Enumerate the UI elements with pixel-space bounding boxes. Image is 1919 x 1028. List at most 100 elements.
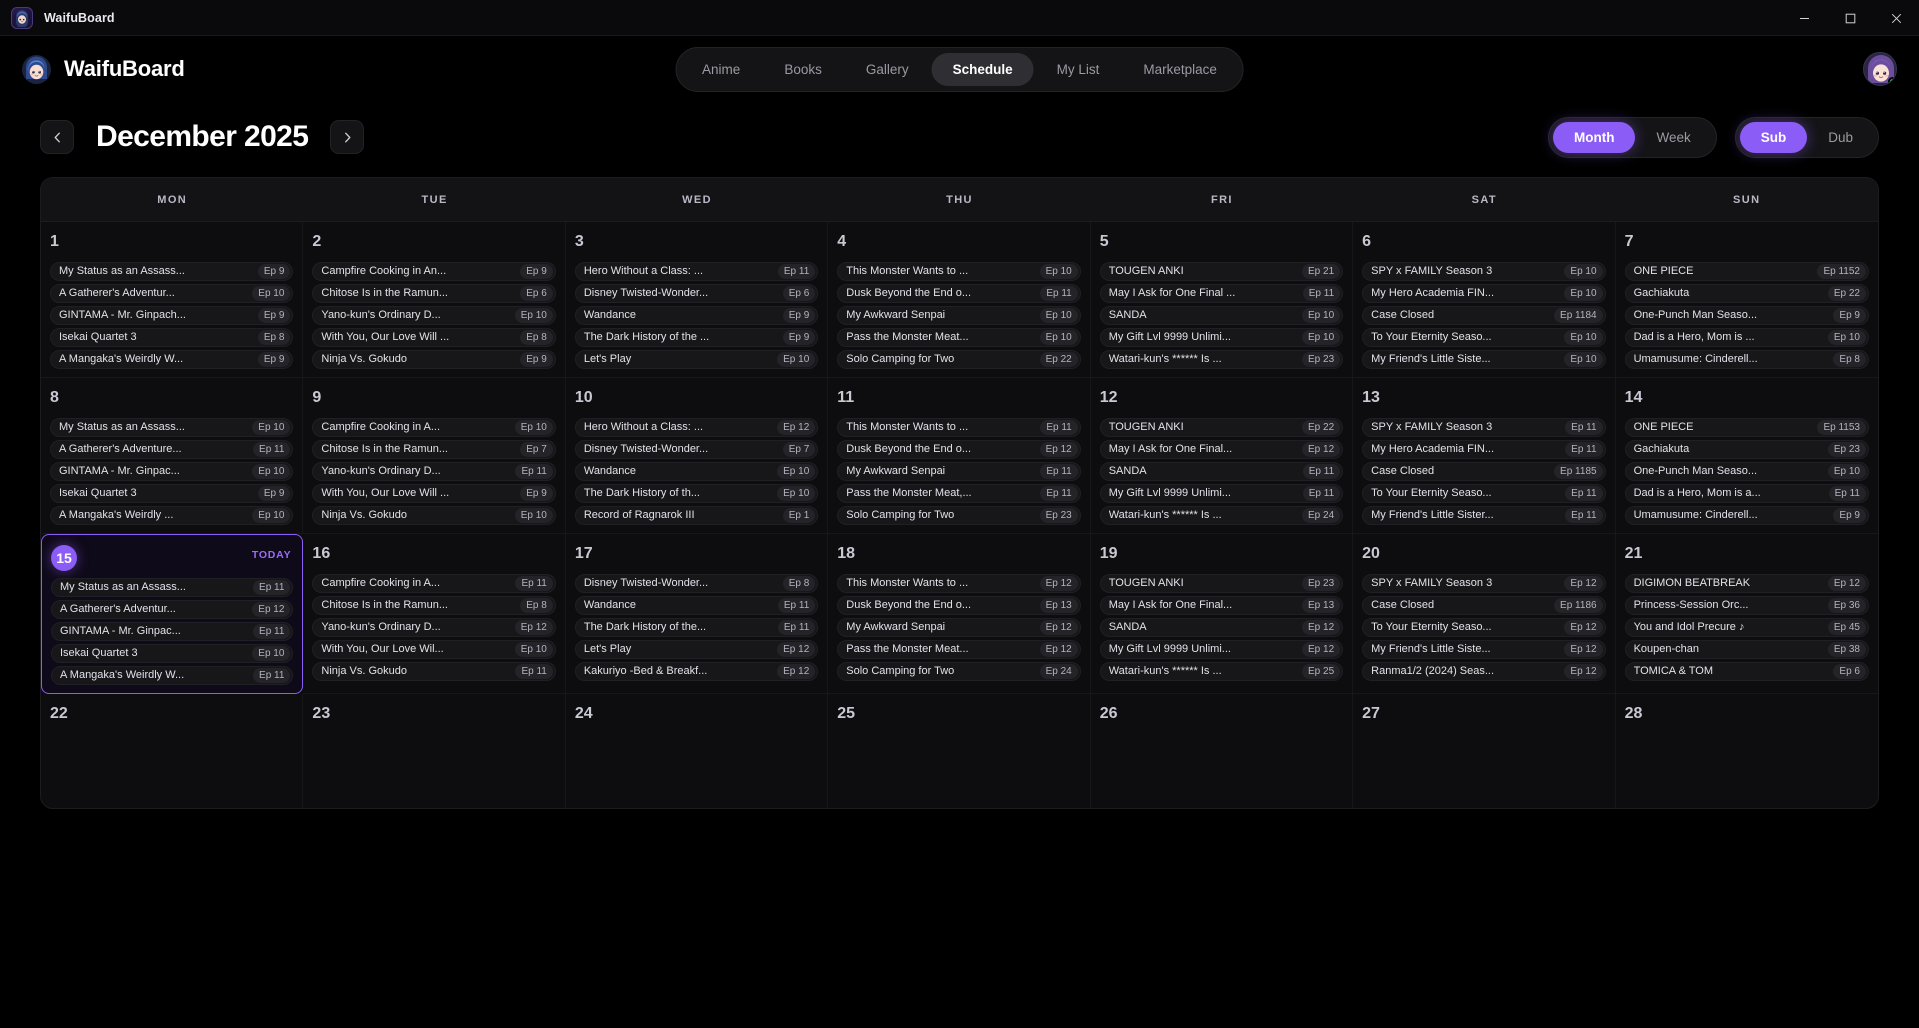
- schedule-entry[interactable]: The Dark History of the... Ep 11: [574, 618, 819, 637]
- schedule-entry[interactable]: Campfire Cooking in An... Ep 9: [312, 262, 556, 281]
- schedule-entry[interactable]: Chitose Is in the Ramun... Ep 6: [312, 284, 556, 303]
- schedule-entry[interactable]: A Mangaka's Weirdly ... Ep 10: [50, 506, 294, 525]
- calendar-day-cell[interactable]: 17 Disney Twisted-Wonder... Ep 8 Wandance Ep…: [565, 534, 829, 694]
- calendar-day-cell[interactable]: 26: [1091, 694, 1354, 808]
- schedule-entry[interactable]: Campfire Cooking in A... Ep 10: [312, 418, 556, 437]
- schedule-entry[interactable]: May I Ask for One Final ... Ep 11: [1099, 284, 1344, 303]
- schedule-entry[interactable]: Solo Camping for Two Ep 24: [837, 662, 1081, 681]
- schedule-entry[interactable]: You and Idol Precure ♪ Ep 45: [1624, 618, 1869, 637]
- calendar-day-cell[interactable]: 14 ONE PIECE Ep 1153 Gachiakuta Ep 23 One-Pun…: [1615, 378, 1878, 534]
- tab-my-list[interactable]: My List: [1056, 61, 1100, 77]
- schedule-entry[interactable]: Yano-kun's Ordinary D... Ep 10: [312, 306, 556, 325]
- schedule-entry[interactable]: Solo Camping for Two Ep 23: [837, 506, 1081, 525]
- schedule-entry[interactable]: TOUGEN ANKI Ep 22: [1099, 418, 1344, 437]
- calendar-day-cell-today[interactable]: 15 TODAY My Status as an Assass... Ep 11 A G…: [41, 534, 304, 694]
- schedule-entry[interactable]: SPY x FAMILY Season 3 Ep 11: [1362, 418, 1606, 437]
- audio-mode-sub[interactable]: Sub: [1739, 121, 1808, 153]
- schedule-entry[interactable]: The Dark History of the ... Ep 9: [574, 328, 819, 347]
- calendar-day-cell[interactable]: 8 My Status as an Assass... Ep 10 A Gathere…: [41, 378, 304, 534]
- tab-schedule[interactable]: Schedule: [931, 52, 1034, 86]
- schedule-entry[interactable]: With You, Our Love Wil... Ep 10: [312, 640, 556, 659]
- calendar-day-cell[interactable]: 10 Hero Without a Class: ... Ep 12 Disney T…: [565, 378, 829, 534]
- schedule-entry[interactable]: A Mangaka's Weirdly W... Ep 11: [51, 666, 294, 685]
- schedule-entry[interactable]: Ninja Vs. Gokudo Ep 11: [312, 662, 556, 681]
- schedule-entry[interactable]: My Friend's Little Sister... Ep 11: [1362, 506, 1606, 525]
- schedule-entry[interactable]: GINTAMA - Mr. Ginpac... Ep 11: [51, 622, 294, 641]
- schedule-entry[interactable]: Pass the Monster Meat,... Ep 11: [837, 484, 1081, 503]
- calendar-day-cell[interactable]: 2 Campfire Cooking in An... Ep 9 Chitose Is…: [303, 222, 566, 378]
- schedule-entry[interactable]: Let's Play Ep 10: [574, 350, 819, 369]
- maximize-button[interactable]: [1827, 0, 1873, 36]
- schedule-entry[interactable]: May I Ask for One Final... Ep 12: [1099, 440, 1344, 459]
- calendar-day-cell[interactable]: 7 ONE PIECE Ep 1152 Gachiakuta Ep 22 One-Punc…: [1615, 222, 1878, 378]
- tab-marketplace[interactable]: Marketplace: [1143, 61, 1217, 77]
- calendar-day-cell[interactable]: 9 Campfire Cooking in A... Ep 10 Chitose Is…: [303, 378, 566, 534]
- schedule-entry[interactable]: Princess-Session Orc... Ep 36: [1624, 596, 1869, 615]
- schedule-entry[interactable]: Yano-kun's Ordinary D... Ep 12: [312, 618, 556, 637]
- schedule-entry[interactable]: Gachiakuta Ep 23: [1624, 440, 1869, 459]
- schedule-entry[interactable]: DIGIMON BEATBREAK Ep 12: [1624, 574, 1869, 593]
- schedule-entry[interactable]: Umamusume: Cinderell... Ep 8: [1624, 350, 1869, 369]
- schedule-entry[interactable]: My Status as an Assass... Ep 10: [50, 418, 294, 437]
- schedule-entry[interactable]: Wandance Ep 11: [574, 596, 819, 615]
- schedule-entry[interactable]: Campfire Cooking in A... Ep 11: [312, 574, 556, 593]
- schedule-entry[interactable]: My Friend's Little Siste... Ep 12: [1362, 640, 1606, 659]
- schedule-entry[interactable]: Koupen-chan Ep 38: [1624, 640, 1869, 659]
- schedule-entry[interactable]: A Gatherer's Adventure... Ep 11: [50, 440, 294, 459]
- schedule-entry[interactable]: Disney Twisted-Wonder... Ep 8: [574, 574, 819, 593]
- schedule-entry[interactable]: GINTAMA - Mr. Ginpac... Ep 10: [50, 462, 294, 481]
- schedule-entry[interactable]: Wandance Ep 10: [574, 462, 819, 481]
- schedule-entry[interactable]: Pass the Monster Meat... Ep 12: [837, 640, 1081, 659]
- schedule-entry[interactable]: SPY x FAMILY Season 3 Ep 10: [1362, 262, 1606, 281]
- minimize-button[interactable]: [1781, 0, 1827, 36]
- calendar-day-cell[interactable]: 11 This Monster Wants to ... Ep 11 Dusk Bey…: [828, 378, 1091, 534]
- schedule-entry[interactable]: The Dark History of th... Ep 10: [574, 484, 819, 503]
- schedule-entry[interactable]: My Awkward Senpai Ep 10: [837, 306, 1081, 325]
- calendar-day-cell[interactable]: 24: [566, 694, 829, 808]
- schedule-entry[interactable]: My Hero Academia FIN... Ep 10: [1362, 284, 1606, 303]
- schedule-entry[interactable]: Ranma1/2 (2024) Seas... Ep 12: [1362, 662, 1606, 681]
- schedule-entry[interactable]: Dad is a Hero, Mom is ... Ep 10: [1624, 328, 1869, 347]
- schedule-entry[interactable]: SANDA Ep 11: [1099, 462, 1344, 481]
- schedule-entry[interactable]: My Hero Academia FIN... Ep 11: [1362, 440, 1606, 459]
- schedule-entry[interactable]: My Awkward Senpai Ep 11: [837, 462, 1081, 481]
- schedule-entry[interactable]: Watari-kun's ****** Is ... Ep 24: [1099, 506, 1344, 525]
- calendar-day-cell[interactable]: 1 My Status as an Assass... Ep 9 A Gatherer…: [41, 222, 304, 378]
- schedule-entry[interactable]: Isekai Quartet 3 Ep 9: [50, 484, 294, 503]
- schedule-entry[interactable]: One-Punch Man Seaso... Ep 9: [1624, 306, 1869, 325]
- next-month-button[interactable]: [330, 120, 365, 154]
- user-menu[interactable]: [1863, 52, 1897, 86]
- previous-month-button[interactable]: [40, 120, 74, 154]
- calendar-day-cell[interactable]: 23: [303, 694, 566, 808]
- schedule-entry[interactable]: My Status as an Assass... Ep 11: [51, 578, 294, 597]
- calendar-day-cell[interactable]: 28: [1616, 694, 1878, 808]
- audio-mode-dub[interactable]: Dub: [1828, 129, 1853, 145]
- view-mode-week[interactable]: Week: [1656, 129, 1691, 145]
- calendar-day-cell[interactable]: 12 TOUGEN ANKI Ep 22 May I Ask for One Fina…: [1090, 378, 1354, 534]
- schedule-entry[interactable]: TOUGEN ANKI Ep 21: [1099, 262, 1344, 281]
- schedule-entry[interactable]: TOMICA & TOM Ep 6: [1624, 662, 1869, 681]
- schedule-entry[interactable]: My Gift Lvl 9999 Unlimi... Ep 10: [1099, 328, 1344, 347]
- schedule-entry[interactable]: To Your Eternity Seaso... Ep 12: [1362, 618, 1606, 637]
- schedule-entry[interactable]: Kakuriyo -Bed & Breakf... Ep 12: [574, 662, 819, 681]
- calendar-day-cell[interactable]: 5 TOUGEN ANKI Ep 21 May I Ask for One Final…: [1090, 222, 1354, 378]
- schedule-entry[interactable]: With You, Our Love Will ... Ep 9: [312, 484, 556, 503]
- schedule-entry[interactable]: A Gatherer's Adventur... Ep 10: [50, 284, 294, 303]
- schedule-entry[interactable]: Record of Ragnarok III Ep 1: [574, 506, 819, 525]
- schedule-entry[interactable]: One-Punch Man Seaso... Ep 10: [1624, 462, 1869, 481]
- calendar-day-cell[interactable]: 4 This Monster Wants to ... Ep 10 Dusk Beyo…: [828, 222, 1091, 378]
- avatar[interactable]: [1863, 52, 1897, 86]
- calendar-day-cell[interactable]: 6 SPY x FAMILY Season 3 Ep 10 My Hero Acade…: [1353, 222, 1616, 378]
- schedule-entry[interactable]: Chitose Is in the Ramun... Ep 7: [312, 440, 556, 459]
- tab-books[interactable]: Books: [784, 61, 822, 77]
- schedule-entry[interactable]: Chitose Is in the Ramun... Ep 8: [312, 596, 556, 615]
- calendar-day-cell[interactable]: 13 SPY x FAMILY Season 3 Ep 11 My Hero Acad…: [1353, 378, 1616, 534]
- schedule-entry[interactable]: GINTAMA - Mr. Ginpach... Ep 9: [50, 306, 294, 325]
- schedule-entry[interactable]: Isekai Quartet 3 Ep 10: [51, 644, 294, 663]
- schedule-entry[interactable]: To Your Eternity Seaso... Ep 11: [1362, 484, 1606, 503]
- schedule-entry[interactable]: Dusk Beyond the End o... Ep 11: [837, 284, 1081, 303]
- schedule-entry[interactable]: Isekai Quartet 3 Ep 8: [50, 328, 294, 347]
- schedule-entry[interactable]: Case Closed Ep 1185: [1362, 462, 1606, 481]
- calendar-scroll-area[interactable]: 1 My Status as an Assass... Ep 9 A Gatherer…: [41, 222, 1878, 808]
- schedule-entry[interactable]: Disney Twisted-Wonder... Ep 7: [574, 440, 819, 459]
